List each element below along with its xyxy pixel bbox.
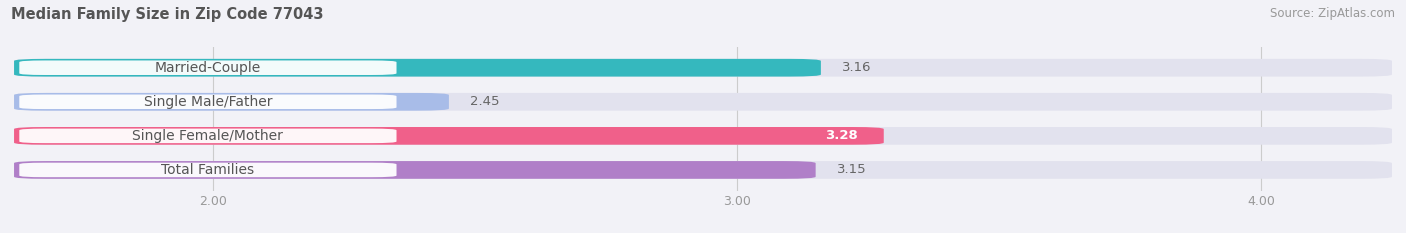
Text: Median Family Size in Zip Code 77043: Median Family Size in Zip Code 77043 [11, 7, 323, 22]
FancyBboxPatch shape [14, 93, 449, 111]
Text: Single Female/Mother: Single Female/Mother [132, 129, 284, 143]
FancyBboxPatch shape [20, 163, 396, 177]
FancyBboxPatch shape [14, 161, 815, 179]
FancyBboxPatch shape [14, 161, 1392, 179]
FancyBboxPatch shape [14, 59, 1392, 77]
FancyBboxPatch shape [20, 95, 396, 109]
FancyBboxPatch shape [20, 60, 396, 75]
Text: 3.15: 3.15 [837, 163, 866, 176]
FancyBboxPatch shape [14, 93, 1392, 111]
Text: Total Families: Total Families [162, 163, 254, 177]
Text: Single Male/Father: Single Male/Father [143, 95, 273, 109]
FancyBboxPatch shape [14, 127, 1392, 145]
Text: 3.16: 3.16 [842, 61, 872, 74]
Text: 3.28: 3.28 [825, 129, 858, 142]
FancyBboxPatch shape [20, 129, 396, 143]
Text: Married-Couple: Married-Couple [155, 61, 262, 75]
FancyBboxPatch shape [14, 59, 821, 77]
Text: Source: ZipAtlas.com: Source: ZipAtlas.com [1270, 7, 1395, 20]
FancyBboxPatch shape [14, 127, 884, 145]
Text: 2.45: 2.45 [470, 95, 499, 108]
